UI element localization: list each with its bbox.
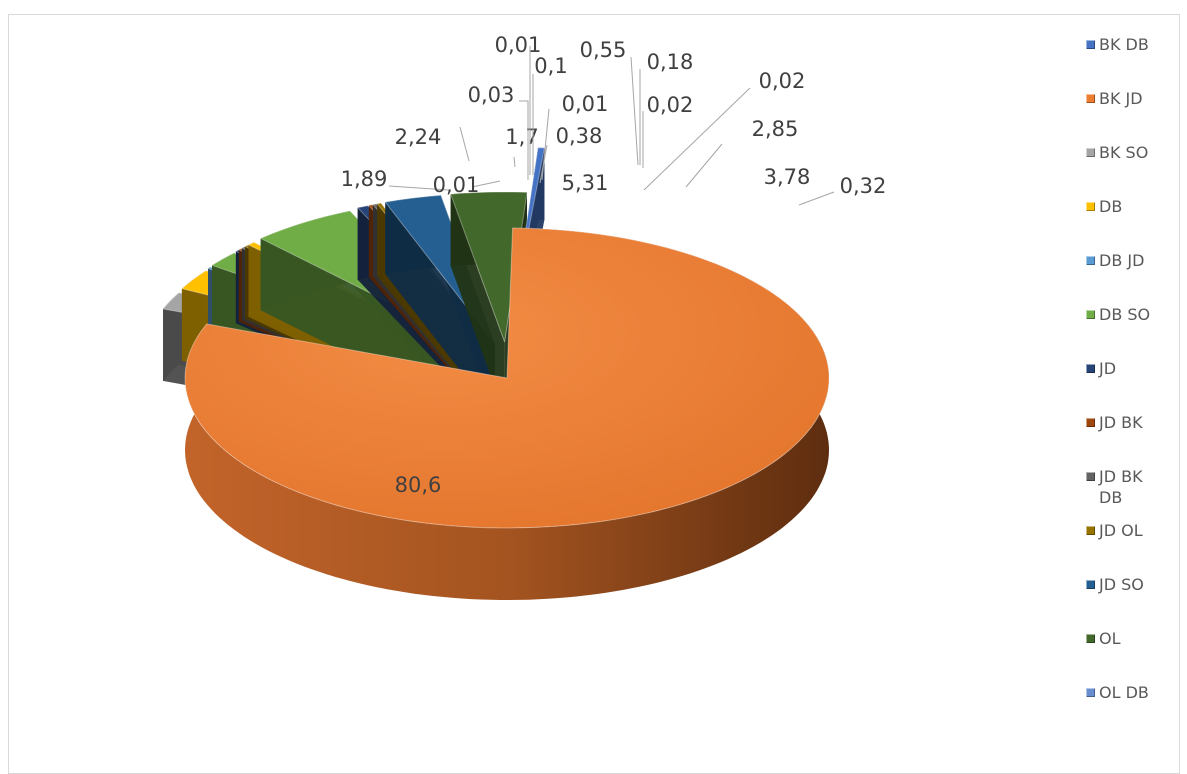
legend-item: DB SO [1086,304,1169,325]
legend-item: DB JD [1086,250,1169,271]
data-label: 1,89 [341,167,388,191]
data-label: 2,85 [752,117,799,141]
legend-swatch [1086,310,1095,319]
legend-item: BK SO [1086,142,1169,163]
data-label: 0,01 [495,33,542,57]
legend-label: JD BK [1099,413,1143,432]
legend-item: JD BK [1086,412,1169,433]
data-label: 0,02 [647,93,694,117]
leader-line [541,108,550,181]
leader-line [539,144,548,184]
legend-swatch [1086,364,1095,373]
legend-label: JD OL [1099,521,1143,540]
data-label: 0,32 [840,174,887,198]
legend-label: OL DB [1099,683,1149,702]
data-label: 5,31 [562,171,609,195]
data-label: 0,01 [562,92,609,116]
legend-swatch [1086,40,1095,49]
data-label: 0,01 [433,173,480,197]
leader-line [513,156,516,168]
legend-label: JD BK DB [1099,467,1143,507]
data-label: 0,18 [647,50,694,74]
data-label: 2,24 [395,125,442,149]
legend-swatch [1086,148,1095,157]
legend-swatch [1086,472,1095,481]
data-label: 0,55 [580,38,627,62]
legend-item: JD SO [1086,574,1169,595]
legend-swatch [1086,580,1095,589]
legend-label: BK JD [1099,89,1143,108]
legend-label: BK SO [1099,143,1149,162]
data-label: 0,1 [534,54,567,78]
legend-swatch [1086,418,1095,427]
leader-line [388,185,449,191]
legend-swatch [1086,526,1095,535]
legend-swatch [1086,94,1095,103]
leader-line [471,180,501,188]
legend-label: OL [1099,629,1121,648]
legend-label: JD SO [1099,575,1144,594]
leader-line [519,100,529,180]
data-label: 0,02 [759,69,806,93]
legend-item: OL DB [1086,682,1169,703]
legend-item: JD BK DB [1086,466,1169,508]
legend-item: BK DB [1086,34,1169,55]
data-label: 0,03 [468,83,515,107]
data-label: 3,78 [764,165,811,189]
legend-label: DB JD [1099,251,1145,270]
pie-slice [184,227,830,600]
legend-item: OL [1086,628,1169,649]
leader-line [630,56,639,166]
data-label: 80,6 [395,473,442,497]
legend-swatch [1086,688,1095,697]
legend-label: DB SO [1099,305,1151,324]
legend-item: JD [1086,358,1169,379]
leader-line [685,143,723,188]
legend-swatch [1086,634,1095,643]
legend-swatch [1086,256,1095,265]
legend-swatch [1086,202,1095,211]
leader-line [643,87,751,191]
legend-label: JD [1099,359,1117,378]
legend-item: BK JD [1086,88,1169,109]
legend-item: JD OL [1086,520,1169,541]
data-label: 1,7 [505,125,538,149]
legend-label: DB [1099,197,1123,216]
legend-label: BK DB [1099,35,1149,54]
data-label: 0,38 [556,124,603,148]
leader-line [459,126,470,162]
legend-item: DB [1086,196,1169,217]
leader-line [798,191,835,206]
